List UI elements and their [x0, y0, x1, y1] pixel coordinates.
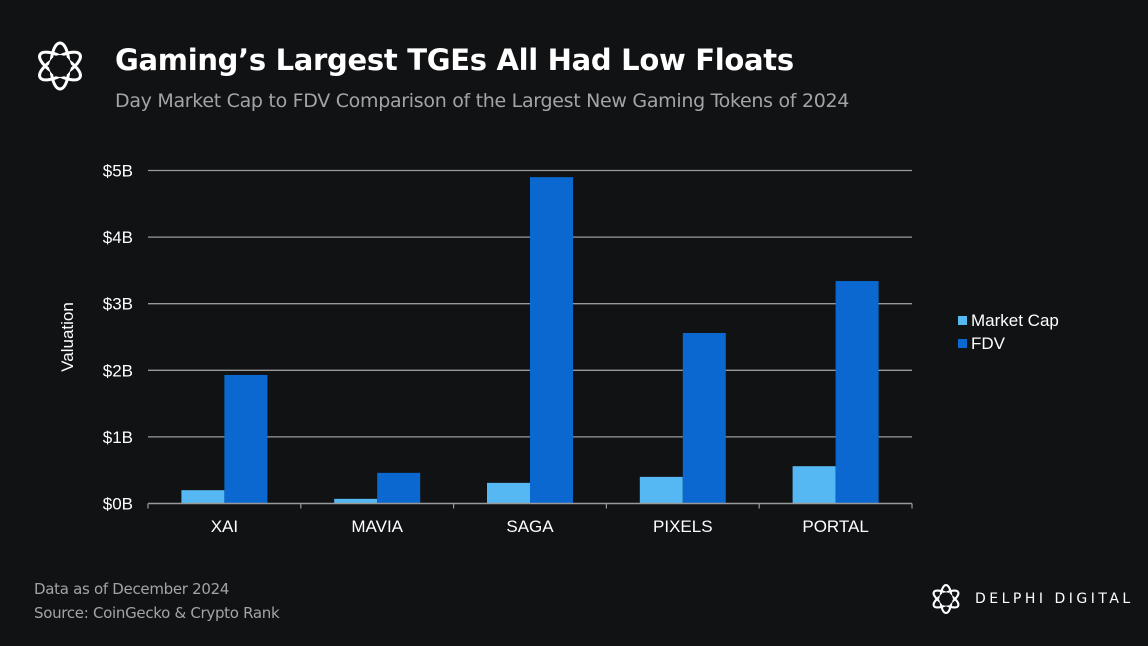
- footer-notes: Data as of December 2024 Source: CoinGec…: [34, 577, 280, 625]
- y-tick-label: $5B: [103, 162, 133, 181]
- y-tick-label: $1B: [103, 428, 133, 447]
- y-tick-label: $2B: [103, 361, 133, 380]
- legend-label-fdv: FDV: [971, 333, 1005, 353]
- bar-fdv-xai: [224, 374, 268, 504]
- bar-fdv-mavia: [377, 472, 421, 504]
- data-date-note: Data as of December 2024: [34, 580, 230, 598]
- chart-subtitle: Day Market Cap to FDV Comparison of the …: [115, 90, 850, 112]
- bar-market-cap-saga: [487, 482, 530, 504]
- bar-market-cap-xai: [181, 490, 225, 504]
- legend-item-fdv: FDV: [958, 332, 1059, 355]
- x-tick-label: MAVIA: [351, 517, 403, 536]
- y-tick-label: $0B: [103, 495, 133, 514]
- x-tick-label: SAGA: [506, 517, 554, 536]
- x-tick-label: XAI: [211, 517, 238, 536]
- x-tick-label: PORTAL: [802, 517, 868, 536]
- y-axis-ticks: $0B $1B $2B $3B $4B $5B: [103, 162, 133, 514]
- brand-mark: DELPHI DIGITAL: [929, 582, 1134, 616]
- bar-market-cap-mavia: [334, 498, 378, 504]
- x-axis: [147, 502, 913, 509]
- legend: Market Cap FDV: [958, 309, 1059, 355]
- legend-swatch-market-cap: [958, 316, 967, 325]
- source-note: Source: CoinGecko & Crypto Rank: [34, 604, 280, 622]
- bar-fdv-pixels: [682, 333, 726, 504]
- delphi-logo-icon: [38, 41, 82, 91]
- legend-swatch-fdv: [958, 339, 967, 348]
- y-tick-label: $4B: [103, 228, 133, 247]
- bar-fdv-portal: [835, 281, 879, 504]
- x-axis-labels: XAI MAVIA SAGA PIXELS PORTAL: [211, 517, 869, 536]
- chart-title: Gaming’s Largest TGEs All Had Low Floats: [115, 43, 794, 77]
- bar-market-cap-pixels: [639, 476, 683, 504]
- brand-name: DELPHI DIGITAL: [975, 591, 1134, 607]
- x-tick-label: PIXELS: [653, 517, 713, 536]
- delphi-knot-icon: [932, 583, 960, 615]
- bar-market-cap-portal: [792, 466, 836, 504]
- bar-fdv-saga: [530, 177, 573, 504]
- legend-item-market-cap: Market Cap: [958, 309, 1059, 332]
- y-tick-label: $3B: [103, 295, 133, 314]
- y-axis-label: Valuation: [58, 302, 77, 372]
- legend-label-market-cap: Market Cap: [971, 310, 1059, 330]
- bars: [181, 177, 879, 504]
